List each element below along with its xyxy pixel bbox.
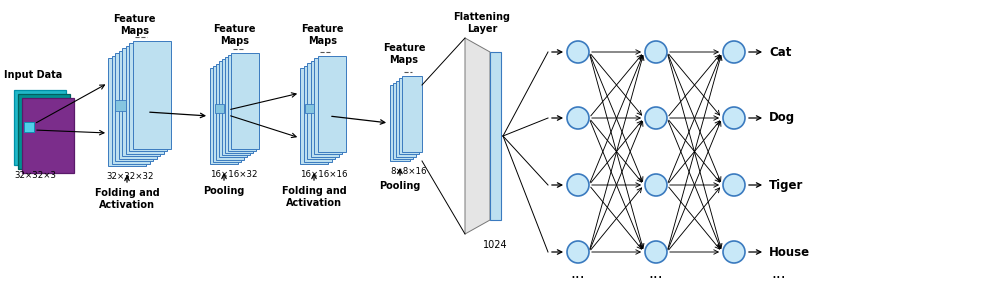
Polygon shape (304, 65, 332, 162)
Circle shape (723, 41, 745, 63)
Polygon shape (225, 57, 253, 153)
Text: ...: ... (648, 267, 663, 281)
Polygon shape (14, 90, 66, 165)
Polygon shape (399, 78, 419, 154)
Text: Dog: Dog (769, 112, 795, 124)
Polygon shape (129, 43, 167, 151)
Text: Feature
Maps: Feature Maps (302, 24, 344, 46)
Circle shape (723, 241, 745, 263)
Polygon shape (115, 53, 153, 161)
Polygon shape (122, 48, 160, 156)
Polygon shape (228, 55, 256, 151)
Text: Folding and
Activation: Folding and Activation (282, 186, 347, 208)
Circle shape (723, 174, 745, 196)
Circle shape (567, 174, 589, 196)
Text: ...: ... (570, 267, 585, 281)
Polygon shape (210, 68, 238, 164)
Circle shape (645, 241, 667, 263)
Text: Feature
Maps: Feature Maps (113, 14, 156, 36)
Text: 1024: 1024 (484, 240, 507, 250)
Text: Feature
Maps: Feature Maps (213, 24, 256, 46)
Polygon shape (133, 41, 171, 148)
Polygon shape (318, 55, 346, 152)
Polygon shape (108, 58, 146, 166)
Circle shape (567, 241, 589, 263)
Polygon shape (393, 83, 413, 159)
Text: 32×32×3: 32×32×3 (14, 171, 56, 180)
Polygon shape (231, 53, 259, 149)
Text: 16×16×16: 16×16×16 (300, 170, 348, 179)
Polygon shape (390, 85, 410, 161)
Text: Cat: Cat (769, 45, 791, 59)
Text: Tiger: Tiger (769, 178, 803, 192)
Polygon shape (465, 38, 490, 234)
Polygon shape (216, 63, 244, 160)
Text: Feature
Maps: Feature Maps (383, 43, 426, 65)
Polygon shape (22, 98, 74, 173)
Text: Input Data: Input Data (4, 70, 62, 80)
Text: Folding and
Activation: Folding and Activation (95, 188, 160, 210)
Text: Pooling: Pooling (204, 186, 245, 196)
Polygon shape (219, 61, 247, 157)
Polygon shape (119, 51, 157, 158)
Circle shape (645, 41, 667, 63)
Polygon shape (307, 63, 335, 159)
Polygon shape (24, 122, 34, 132)
Polygon shape (18, 94, 70, 169)
Circle shape (723, 107, 745, 129)
Polygon shape (311, 61, 339, 156)
Circle shape (567, 41, 589, 63)
Polygon shape (300, 68, 328, 164)
Text: ...: ... (771, 267, 786, 281)
Polygon shape (215, 104, 224, 113)
Text: 16×16×32: 16×16×32 (210, 170, 258, 179)
Polygon shape (402, 76, 422, 152)
Polygon shape (126, 45, 164, 154)
Polygon shape (314, 58, 342, 154)
Polygon shape (115, 100, 126, 111)
Polygon shape (222, 59, 250, 155)
Text: Flattening
Layer: Flattening Layer (454, 12, 510, 34)
Text: 32×32×32: 32×32×32 (106, 172, 154, 181)
Text: House: House (769, 245, 810, 259)
Circle shape (645, 107, 667, 129)
Text: Pooling: Pooling (380, 181, 421, 191)
Circle shape (567, 107, 589, 129)
Polygon shape (213, 66, 241, 162)
Circle shape (645, 174, 667, 196)
Text: 8×8×16: 8×8×16 (390, 167, 427, 176)
Polygon shape (112, 55, 150, 164)
Polygon shape (396, 81, 416, 157)
Polygon shape (305, 104, 314, 113)
Polygon shape (490, 52, 501, 220)
